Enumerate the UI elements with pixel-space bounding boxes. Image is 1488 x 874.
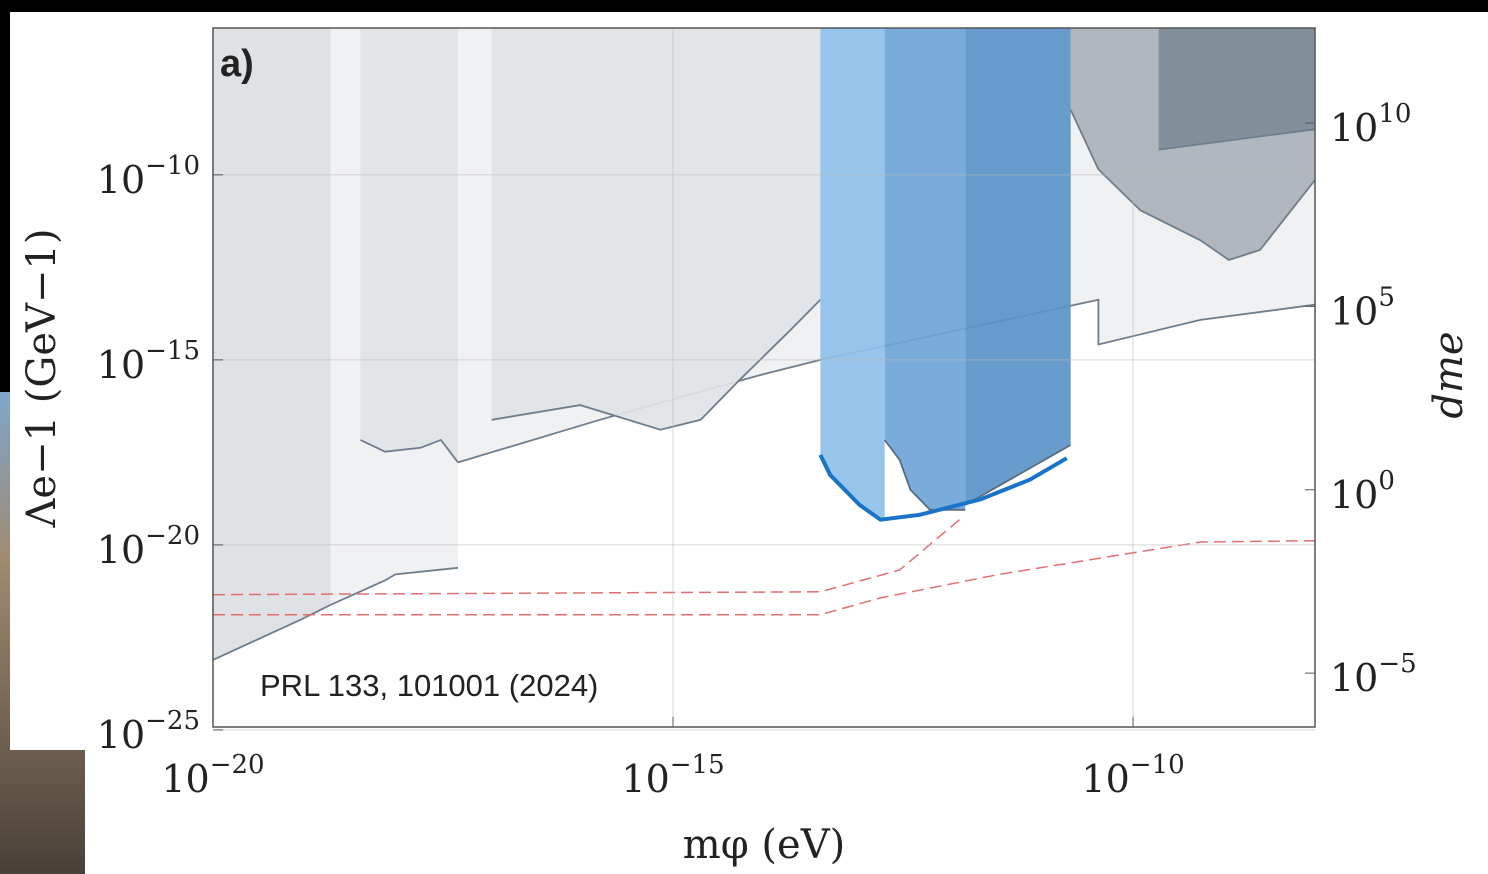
- region-boundary: [360, 438, 459, 463]
- annotation: PRL 133, 101001 (2024): [260, 668, 598, 703]
- region-boundary: [330, 566, 459, 606]
- y2-axis-label: dme: [1426, 331, 1472, 418]
- left-bar: [0, 0, 10, 392]
- plot-frame: [212, 27, 1316, 728]
- x-tick-label: 10−10: [1081, 750, 1184, 801]
- exclusion-region: [360, 28, 458, 463]
- exclusion-region: [1158, 28, 1315, 150]
- limit-line: [213, 539, 1316, 616]
- region-boundary: [491, 299, 822, 431]
- region-boundary: [1069, 109, 1316, 261]
- top-bar: [0, 0, 1488, 12]
- y-tick-label: 10−15: [97, 336, 200, 387]
- y-axis-label: Λe−1 (GeV−1): [19, 229, 65, 529]
- x-tick-label: 10−20: [161, 750, 264, 801]
- y2-tick-label: 105: [1330, 282, 1395, 333]
- panel-label: a): [220, 43, 254, 85]
- region-boundary: [1158, 128, 1316, 151]
- y-tick-label: 10−20: [97, 521, 200, 572]
- limit-line: [818, 454, 1068, 522]
- x-tick-label: 10−15: [621, 750, 724, 801]
- y-tick-label: 10−10: [97, 151, 200, 202]
- exclusion-region: [213, 28, 331, 660]
- region-boundary: [212, 603, 332, 661]
- x-axis-label: mφ (eV): [683, 822, 845, 868]
- exclusion-region: [491, 28, 821, 430]
- y2-tick-label: 1010: [1330, 99, 1411, 150]
- exclusion-region: [820, 28, 885, 520]
- y2-tick-label: 100: [1330, 466, 1395, 517]
- exclusion-region: [965, 28, 1071, 505]
- y2-tick-label: 10−5: [1330, 649, 1417, 700]
- plot: [212, 28, 1316, 731]
- region-boundary: [964, 444, 1072, 506]
- chart-card-lower: [85, 750, 1488, 874]
- y-tick-label: 10−25: [97, 706, 200, 757]
- exclusion-region: [884, 28, 966, 510]
